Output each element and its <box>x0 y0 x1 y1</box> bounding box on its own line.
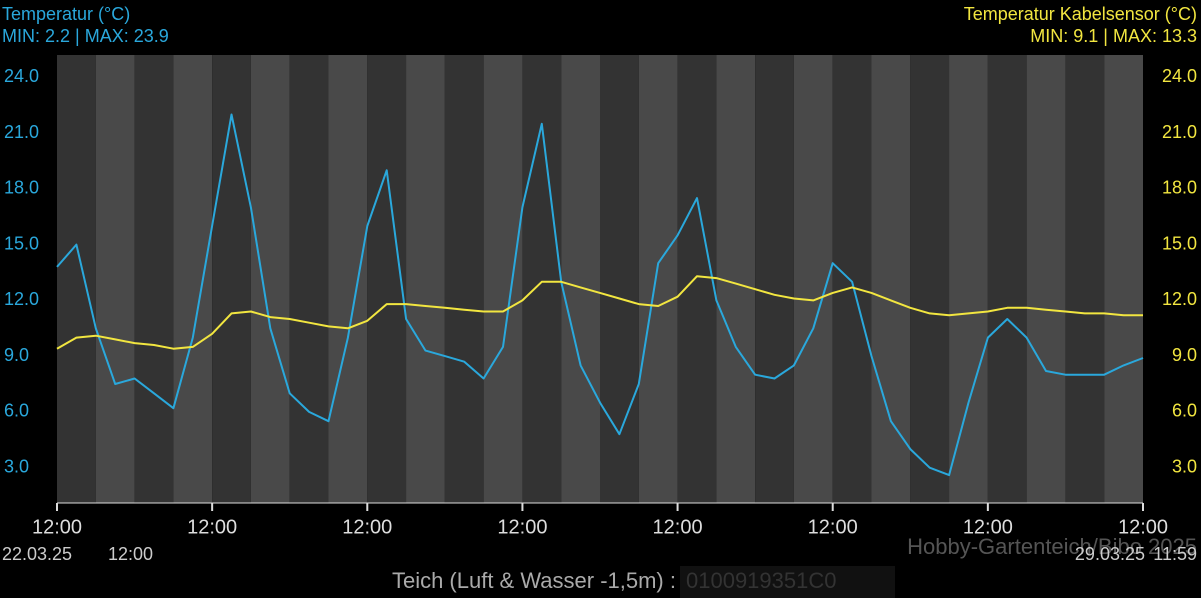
x-tick-label: 12:00 <box>497 516 547 538</box>
y2-tick-label: 24.0 <box>1162 66 1197 86</box>
x-tick-label: 12:00 <box>1118 516 1168 538</box>
background-stripe <box>95 55 135 503</box>
background-stripe <box>173 55 213 503</box>
y2-tick-label: 18.0 <box>1162 178 1197 198</box>
background-stripe <box>638 55 678 503</box>
background-stripe <box>212 55 251 503</box>
background-stripe <box>289 55 329 503</box>
watermark: Hobby-Gartenteich/Bibo 2025 <box>907 534 1197 559</box>
x-tick-label: 12:00 <box>963 516 1013 538</box>
background-stripe <box>987 55 1027 503</box>
series-title: Temperatur Kabelsensor (°C) <box>964 4 1197 24</box>
id-box <box>680 566 895 598</box>
background-stripe <box>949 55 988 503</box>
series-title: Temperatur (°C) <box>2 4 130 24</box>
x-tick-label: 12:00 <box>187 516 237 538</box>
y-tick-label: 3.0 <box>4 456 29 476</box>
background-stripe <box>522 55 562 503</box>
background-stripe <box>134 55 174 503</box>
y2-tick-label: 12.0 <box>1162 289 1197 309</box>
background-stripe <box>871 55 911 503</box>
background-stripe <box>561 55 600 503</box>
y-tick-label: 24.0 <box>4 66 39 86</box>
end-date: 29.03.25 <box>1075 544 1145 564</box>
background-stripe <box>250 55 290 503</box>
y2-tick-label: 3.0 <box>1172 456 1197 476</box>
y2-tick-label: 9.0 <box>1172 345 1197 365</box>
end-time: 11:59 <box>1153 544 1197 564</box>
background-stripe <box>57 55 96 503</box>
data-line <box>56 113 1144 477</box>
background-stripe <box>1104 55 1143 503</box>
series-stats: MIN: 9.1 | MAX: 13.3 <box>1030 26 1197 46</box>
background-stripe <box>1065 55 1105 503</box>
y-tick-label: 12.0 <box>4 289 39 309</box>
background-stripe <box>406 55 445 503</box>
y2-tick-label: 21.0 <box>1162 122 1197 142</box>
data-line <box>56 275 1143 350</box>
x-tick-label: 12:00 <box>342 516 392 538</box>
background-stripe <box>677 55 717 503</box>
x-tick-label: 12:00 <box>653 516 703 538</box>
background-stripe <box>328 55 368 503</box>
y2-tick-label: 15.0 <box>1162 233 1197 253</box>
background-stripe <box>832 55 872 503</box>
device-id: 0100919351C0 <box>686 568 836 593</box>
background-stripe <box>755 55 794 503</box>
background-stripe <box>367 55 407 503</box>
x-tick-label: 12:00 <box>32 516 82 538</box>
start-date: 22.03.25 <box>2 544 72 564</box>
y2-tick-label: 6.0 <box>1172 401 1197 421</box>
background-stripe <box>444 55 484 503</box>
y-tick-label: 6.0 <box>4 401 29 421</box>
series-stats: MIN: 2.2 | MAX: 23.9 <box>2 26 169 46</box>
background-stripe <box>600 55 639 503</box>
y-tick-label: 21.0 <box>4 122 39 142</box>
background-stripe <box>1026 55 1066 503</box>
start-time: 12:00 <box>108 544 153 564</box>
x-tick-label: 12:00 <box>808 516 858 538</box>
y-tick-label: 9.0 <box>4 345 29 365</box>
background-stripe <box>793 55 833 503</box>
y-tick-label: 15.0 <box>4 233 39 253</box>
background-stripe <box>483 55 523 503</box>
plot-area <box>57 55 1143 503</box>
background-stripe <box>910 55 950 503</box>
y-tick-label: 18.0 <box>4 178 39 198</box>
footer-title: Teich (Luft & Wasser -1,5m) : <box>392 568 676 593</box>
